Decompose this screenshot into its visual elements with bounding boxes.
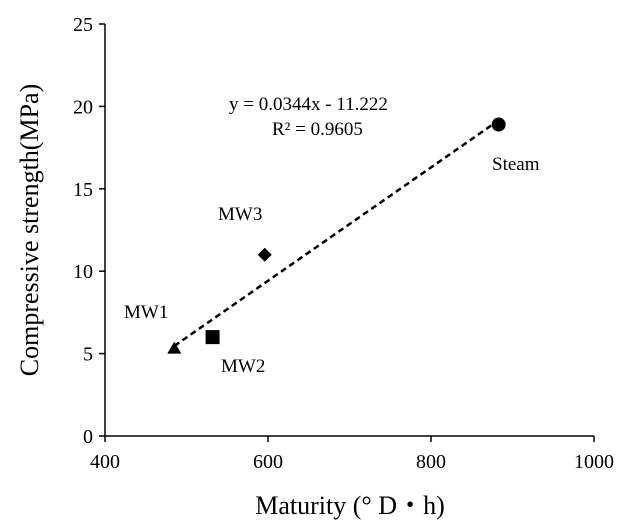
x-axis-ticks: 400 600 800 1000: [90, 436, 614, 473]
point-label-steam: Steam: [492, 154, 540, 175]
y-tick-label: 25: [73, 14, 93, 36]
y-axis-title: Compressive strength(MPa): [15, 84, 44, 376]
y-tick-label: 10: [73, 261, 93, 283]
data-points: [167, 117, 506, 354]
point-label-mw1: MW1: [124, 302, 168, 323]
point-label-mw2: MW2: [221, 356, 265, 377]
data-point-mw2: [205, 330, 220, 345]
y-tick-label: 0: [83, 426, 93, 448]
trendline-r-squared: R² = 0.9605: [272, 119, 363, 140]
x-tick-label: 1000: [574, 451, 614, 473]
x-axis-title: Maturity (° D・h): [255, 491, 444, 520]
data-point-mw1: [167, 341, 182, 354]
y-tick-label: 5: [83, 344, 93, 366]
data-point-mw3: [257, 247, 272, 262]
point-label-mw3: MW3: [218, 204, 262, 225]
y-tick-label: 20: [73, 96, 93, 118]
x-tick-label: 600: [253, 451, 283, 473]
y-tick-label: 15: [73, 179, 93, 201]
x-tick-label: 400: [90, 451, 120, 473]
y-axis-ticks: 0 5 10 15 20 25: [73, 14, 105, 448]
data-point-steam: [491, 117, 506, 132]
x-tick-label: 800: [416, 451, 446, 473]
trendline: [173, 119, 500, 348]
trendline-equation: y = 0.0344x - 11.222: [229, 94, 388, 115]
